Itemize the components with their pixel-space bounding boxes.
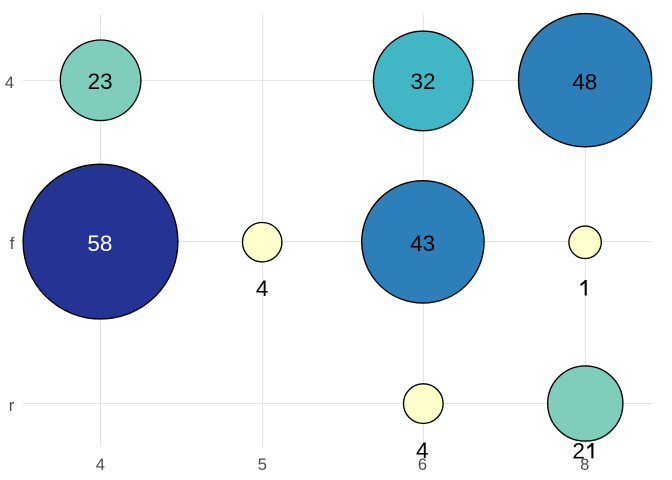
svg-text:6: 6	[418, 456, 427, 474]
svg-text:43: 43	[410, 231, 435, 256]
svg-text:32: 32	[410, 69, 435, 94]
svg-text:2: 2	[572, 438, 585, 463]
svg-text:8: 8	[580, 456, 589, 474]
svg-text:58: 58	[87, 231, 112, 256]
svg-text:4: 4	[256, 276, 269, 301]
svg-text:r: r	[9, 397, 15, 415]
svg-text:f: f	[10, 235, 15, 253]
svg-text:4: 4	[416, 438, 429, 463]
svg-text:5: 5	[258, 456, 267, 474]
svg-text:4: 4	[5, 74, 14, 92]
svg-text:4: 4	[96, 456, 105, 474]
svg-text:23: 23	[88, 69, 113, 94]
svg-text:48: 48	[572, 69, 597, 94]
